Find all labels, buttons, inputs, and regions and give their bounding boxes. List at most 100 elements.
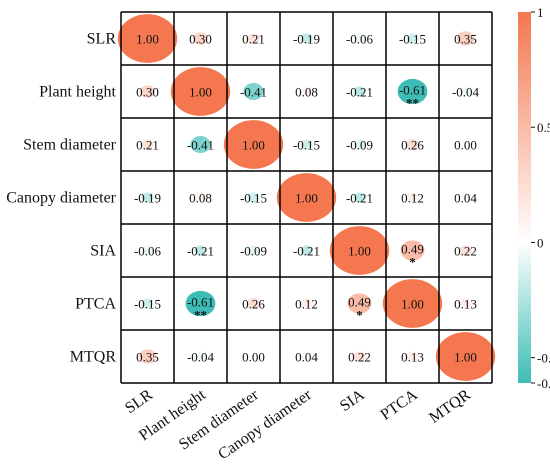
correlation-circle: [247, 298, 260, 309]
correlation-circle: [459, 245, 472, 256]
correlation-circle: [138, 349, 157, 364]
correlation-circle: [194, 192, 207, 203]
colorbar: 1 0.5 0 -0.5 -0.61: [518, 5, 550, 391]
column-label-canopy-diameter: Canopy diameter: [215, 386, 315, 463]
correlation-value: -0.15: [293, 138, 320, 153]
correlation-circle: [353, 33, 366, 44]
cell-slr-sia: -0.06: [346, 32, 374, 47]
cell-canopy-diameter-mtqr: 0.04: [454, 191, 477, 206]
correlation-value: -0.15: [399, 32, 426, 47]
cell-stem-diameter-plant-height: -0.41: [187, 136, 214, 153]
row-label-mtqr: MTQR: [70, 349, 117, 366]
correlation-circle: [247, 351, 260, 362]
cell-ptca-canopy-diameter: 0.12: [295, 297, 318, 312]
matrix-cells: 1.00 0.30 0.21 -0.19 -0.06 -0.15 0.35 0.30 1.00 -…: [117, 14, 496, 381]
cell-sia-sia: 1.00: [329, 226, 390, 275]
correlation-circle: [190, 136, 211, 153]
correlation-circle: [193, 32, 208, 45]
correlation-circle: [353, 192, 366, 203]
correlation-circle: [382, 279, 443, 328]
correlation-value: 0.00: [454, 138, 477, 153]
correlation-value: 0.22: [454, 244, 477, 259]
correlation-circle: [300, 298, 313, 309]
correlation-circle: [347, 293, 372, 314]
row-labels: SLR Plant height Stem diameter Canopy diame…: [6, 31, 116, 366]
cell-stem-diameter-slr: 0.21: [136, 138, 159, 153]
colorbar-tick-label: -0.5: [537, 351, 550, 366]
correlation-circle: [435, 332, 496, 381]
cell-sia-ptca: 0.49*: [400, 240, 425, 270]
correlation-circle: [247, 192, 260, 203]
correlation-circle: [194, 245, 207, 256]
correlation-circle: [459, 298, 472, 309]
correlation-value: -0.21: [346, 85, 373, 100]
cell-plant-height-ptca: -0.61**: [397, 78, 428, 111]
cell-canopy-diameter-slr: -0.19: [134, 191, 161, 206]
correlation-value: -0.61: [187, 295, 214, 310]
correlation-value: 0.12: [401, 191, 424, 206]
correlation-value: -0.09: [240, 244, 267, 259]
correlation-circle: [140, 85, 155, 98]
cell-plant-height-plant-height: 1.00: [170, 67, 231, 116]
significance-marker: *: [409, 255, 416, 270]
row-label-stem-diameter: Stem diameter: [23, 137, 117, 154]
correlation-circle: [353, 139, 366, 150]
correlation-value: 0.13: [454, 297, 477, 312]
cell-plant-height-slr: 0.30: [136, 85, 159, 100]
colorbar-tick-label: 0.5: [537, 120, 550, 135]
correlation-value: -0.41: [187, 138, 214, 153]
correlation-circle: [406, 33, 419, 44]
correlation-value: 1.00: [136, 32, 159, 47]
correlation-circle: [247, 33, 260, 44]
correlation-value: 0.26: [401, 138, 424, 153]
correlation-value: 0.35: [454, 32, 477, 47]
correlation-value: 0.04: [295, 350, 318, 365]
cell-slr-stem-diameter: 0.21: [242, 32, 265, 47]
correlation-value: -0.06: [134, 244, 162, 259]
correlation-value: -0.21: [187, 244, 214, 259]
cell-stem-diameter-mtqr: 0.00: [454, 138, 477, 153]
correlation-value: -0.15: [134, 297, 161, 312]
correlation-circle: [223, 120, 284, 169]
cell-plant-height-sia: -0.21: [346, 85, 373, 100]
correlation-circle: [300, 139, 313, 150]
colorbar-gradient: [518, 12, 531, 383]
correlation-circle: [300, 245, 313, 256]
correlation-circle: [141, 245, 154, 256]
correlation-value: -0.61: [399, 83, 426, 98]
correlation-value: 0.12: [295, 297, 318, 312]
correlation-value: 0.08: [295, 85, 318, 100]
cell-mtqr-plant-height: -0.04: [187, 350, 215, 365]
cell-slr-mtqr: 0.35: [454, 31, 477, 47]
significance-marker: **: [194, 308, 207, 323]
column-label-sia: SIA: [337, 386, 368, 415]
correlation-value: 0.21: [242, 32, 265, 47]
correlation-circle: [141, 192, 154, 203]
correlation-value: -0.09: [346, 138, 373, 153]
correlation-circle: [406, 192, 419, 203]
matrix-grid: [120, 11, 493, 384]
cell-plant-height-canopy-diameter: 0.08: [295, 85, 318, 100]
correlation-value: 0.35: [136, 350, 159, 365]
row-label-canopy-diameter: Canopy diameter: [6, 190, 116, 207]
cell-mtqr-stem-diameter: 0.00: [242, 350, 265, 365]
cell-sia-stem-diameter: -0.09: [240, 244, 267, 259]
correlation-circle: [459, 192, 472, 203]
correlation-value: 1.00: [348, 244, 371, 259]
correlation-value: 0.21: [136, 138, 159, 153]
correlation-value: 0.49: [348, 295, 371, 310]
correlation-circle: [141, 139, 154, 150]
correlation-circle: [194, 351, 207, 362]
cell-canopy-diameter-plant-height: 0.08: [189, 191, 212, 206]
correlation-value: 0.08: [189, 191, 212, 206]
correlation-value: 0.26: [242, 297, 265, 312]
correlation-value: 0.49: [401, 242, 424, 257]
cell-canopy-diameter-canopy-diameter: 1.00: [276, 173, 337, 222]
cell-ptca-slr: -0.15: [134, 297, 161, 312]
cell-ptca-ptca: 1.00: [382, 279, 443, 328]
correlation-circle: [243, 83, 264, 100]
column-label-ptca: PTCA: [378, 386, 422, 424]
row-label-ptca: PTCA: [75, 296, 116, 313]
